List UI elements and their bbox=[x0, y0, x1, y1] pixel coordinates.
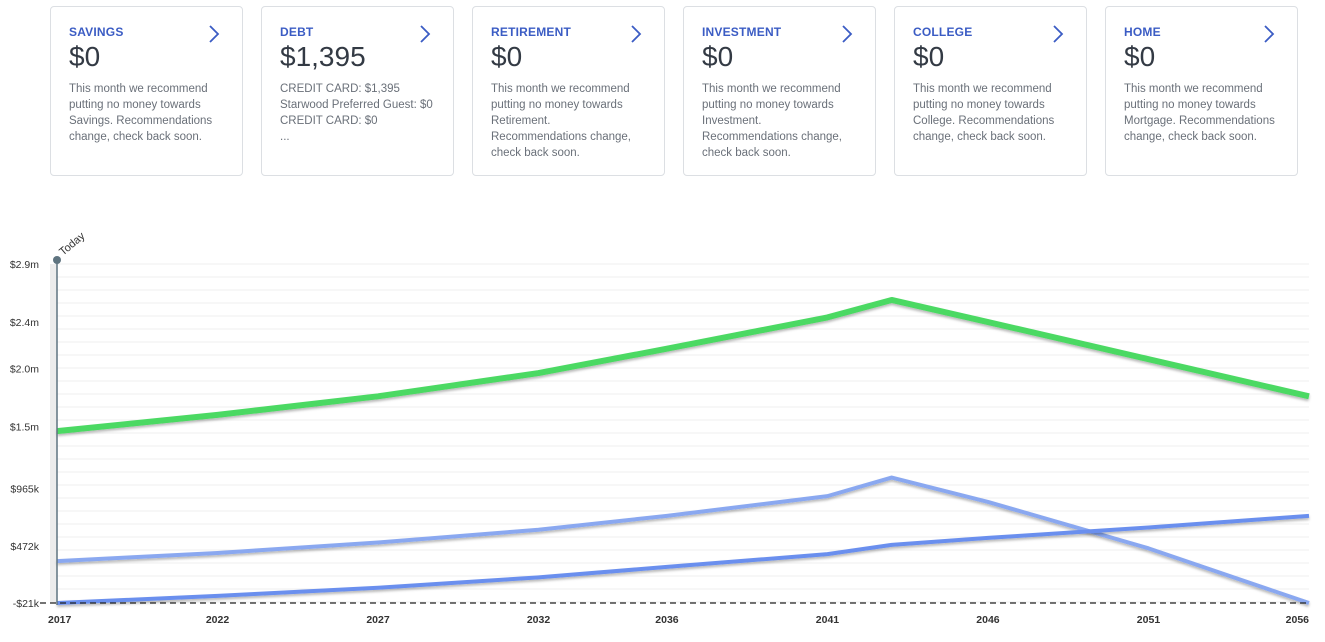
chevron-right-icon[interactable] bbox=[206, 24, 222, 44]
card-description: This month we recommend putting no money… bbox=[913, 81, 1068, 145]
card-title: HOME bbox=[1124, 25, 1161, 39]
y-tick-label: $2.9m bbox=[10, 259, 39, 271]
card-description-line: This month we recommend putting no money… bbox=[913, 83, 1055, 143]
card-description-line: This month we recommend putting no money… bbox=[702, 83, 842, 159]
chevron-right-icon[interactable] bbox=[628, 24, 644, 44]
recommendation-cards: SAVINGS $0 This month we recommend putting… bbox=[50, 6, 1298, 176]
card-title: RETIREMENT bbox=[491, 25, 571, 39]
card-description-line: ... bbox=[280, 131, 290, 143]
today-marker-dot[interactable] bbox=[53, 256, 61, 264]
x-tick-label: 2017 bbox=[48, 614, 72, 626]
axis-band bbox=[50, 264, 57, 603]
x-tick-label: 2036 bbox=[655, 614, 679, 626]
projection-chart: $2.9m $2.4m $2.0m $1.5m $965k $472k -$21k 2017 2… bbox=[0, 220, 1325, 637]
chevron-right-icon[interactable] bbox=[1050, 24, 1066, 44]
card-amount: $0 bbox=[913, 41, 945, 72]
series-line-blue-rising bbox=[56, 513, 1310, 605]
card-description-line: This month we recommend putting no money… bbox=[1124, 83, 1275, 143]
today-label: Today bbox=[57, 230, 88, 258]
y-tick-label: $1.5m bbox=[10, 421, 39, 433]
y-tick-label: $2.0m bbox=[10, 363, 39, 375]
card-debt[interactable]: DEBT $1,395 CREDIT CARD: $1,395 Starwood Pr… bbox=[261, 6, 454, 176]
card-title: DEBT bbox=[280, 25, 314, 39]
card-retirement[interactable]: RETIREMENT $0 This month we recommend putt… bbox=[472, 6, 665, 176]
card-description-line: This month we recommend putting no money… bbox=[491, 83, 631, 159]
card-description-line: CREDIT CARD: $0 bbox=[280, 115, 378, 127]
y-tick-label: $965k bbox=[10, 484, 39, 496]
card-college[interactable]: COLLEGE $0 This month we recommend putting… bbox=[894, 6, 1087, 176]
card-title: SAVINGS bbox=[69, 25, 124, 39]
card-amount: $1,395 bbox=[280, 41, 366, 72]
y-tick-label: -$21k bbox=[13, 598, 40, 610]
card-investment[interactable]: INVESTMENT $0 This month we recommend putt… bbox=[683, 6, 876, 176]
x-tick-label: 2041 bbox=[816, 614, 840, 626]
card-description: This month we recommend putting no money… bbox=[69, 81, 224, 145]
card-description: This month we recommend putting no money… bbox=[1124, 81, 1279, 145]
card-savings[interactable]: SAVINGS $0 This month we recommend putting… bbox=[50, 6, 243, 176]
x-tick-label: 2027 bbox=[366, 614, 390, 626]
x-tick-label: 2022 bbox=[206, 614, 230, 626]
card-home[interactable]: HOME $0 This month we recommend putting no… bbox=[1105, 6, 1298, 176]
x-tick-label: 2046 bbox=[976, 614, 1000, 626]
card-amount: $0 bbox=[1124, 41, 1156, 72]
card-amount: $0 bbox=[702, 41, 734, 72]
chevron-right-icon[interactable] bbox=[417, 24, 433, 44]
card-title: COLLEGE bbox=[913, 25, 973, 39]
card-description: This month we recommend putting no money… bbox=[702, 81, 857, 161]
x-tick-label: 2032 bbox=[527, 614, 551, 626]
chart-svg: $2.9m $2.4m $2.0m $1.5m $965k $472k -$21k 2017 2… bbox=[10, 230, 1310, 626]
series-line-green bbox=[56, 296, 1310, 435]
card-description-line: CREDIT CARD: $1,395 bbox=[280, 83, 400, 95]
card-description-line: Starwood Preferred Guest: $0 bbox=[280, 99, 433, 111]
card-description: This month we recommend putting no money… bbox=[491, 81, 646, 161]
card-description-line: This month we recommend putting no money… bbox=[69, 83, 213, 143]
chevron-right-icon[interactable] bbox=[1261, 24, 1277, 44]
card-description: CREDIT CARD: $1,395 Starwood Preferred Gu… bbox=[280, 81, 435, 145]
y-tick-label: $2.4m bbox=[10, 317, 39, 329]
chevron-right-icon[interactable] bbox=[839, 24, 855, 44]
x-tick-label: 2056 bbox=[1286, 614, 1310, 626]
y-tick-label: $472k bbox=[10, 541, 39, 553]
x-tick-label: 2051 bbox=[1137, 614, 1161, 626]
card-amount: $0 bbox=[491, 41, 523, 72]
card-amount: $0 bbox=[69, 41, 101, 72]
card-title: INVESTMENT bbox=[702, 25, 782, 39]
series-line-mid-blue-peak bbox=[56, 475, 1310, 605]
